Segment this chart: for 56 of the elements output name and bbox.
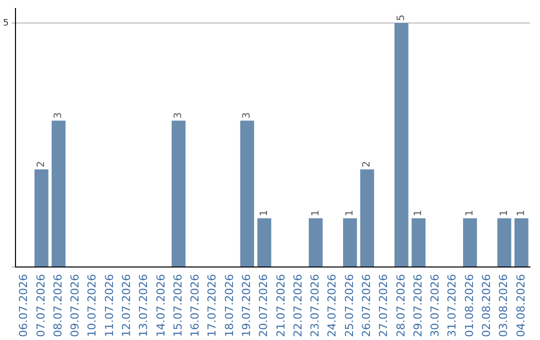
bar — [34, 169, 48, 267]
data-label: 1 — [310, 210, 322, 216]
data-label: 5 — [396, 14, 408, 22]
x-tick-label: 06.07.2026 — [17, 274, 30, 338]
x-tick-label: 18.07.2026 — [222, 274, 236, 338]
x-tick-label: 08.07.2026 — [51, 274, 64, 338]
x-tick-label: 30.07.2026 — [428, 274, 442, 338]
data-label: 2 — [36, 161, 48, 168]
x-tick-label: 02.08.2026 — [480, 274, 494, 338]
bar — [497, 218, 512, 267]
x-tick-label: 03.08.2026 — [497, 274, 510, 338]
x-tick-label: 12.07.2026 — [120, 274, 134, 338]
x-tick-label: 24.07.2026 — [326, 274, 339, 338]
bar — [240, 120, 254, 267]
data-label: 1 — [258, 210, 270, 216]
data-label: 1 — [516, 210, 528, 216]
x-tick-label: 27.07.2026 — [377, 274, 390, 338]
x-tick-label: 19.07.2026 — [240, 274, 254, 338]
x-tick-label: 16.07.2026 — [188, 274, 202, 338]
x-tick-label: 29.07.2026 — [411, 274, 424, 338]
x-tick-label: 10.07.2026 — [86, 274, 99, 338]
data-label: 3 — [242, 112, 253, 119]
bar — [257, 218, 272, 267]
x-tick-label: 23.07.2026 — [308, 274, 322, 338]
data-label: 1 — [344, 210, 356, 216]
bar — [360, 169, 374, 267]
bar — [343, 218, 357, 267]
bar — [394, 23, 408, 267]
x-tick-label: 15.07.2026 — [171, 274, 184, 338]
x-tick-label: 13.07.2026 — [137, 274, 150, 338]
x-tick-label: 04.08.2026 — [514, 274, 528, 338]
data-label: 1 — [464, 210, 476, 216]
bar — [412, 218, 426, 267]
x-tick-label: 22.07.2026 — [291, 274, 304, 338]
x-tick-label: 20.07.2026 — [257, 274, 270, 338]
bar — [52, 120, 66, 267]
x-tick-label: 21.07.2026 — [274, 274, 288, 338]
x-tick-label: 31.07.2026 — [446, 274, 459, 338]
data-label: 2 — [362, 161, 373, 168]
bar — [463, 218, 477, 267]
data-label: 3 — [53, 112, 64, 119]
x-tick-label: 14.07.2026 — [154, 274, 168, 338]
x-tick-label: 28.07.2026 — [394, 274, 408, 338]
x-tick-label: 07.07.2026 — [34, 274, 48, 338]
data-label: 1 — [498, 210, 510, 216]
x-tick-label: 25.07.2026 — [342, 274, 356, 338]
bar — [514, 218, 528, 267]
data-label: 1 — [413, 210, 424, 216]
x-tick-label: 01.08.2026 — [462, 274, 476, 338]
data-label: 3 — [173, 112, 184, 119]
x-tick-label: 09.07.2026 — [68, 274, 82, 338]
x-tick-label: 17.07.2026 — [206, 274, 219, 338]
bar — [172, 120, 186, 267]
x-tick-label: 11.07.2026 — [102, 274, 116, 338]
x-tick-label: 26.07.2026 — [360, 274, 374, 338]
bar — [308, 218, 323, 267]
